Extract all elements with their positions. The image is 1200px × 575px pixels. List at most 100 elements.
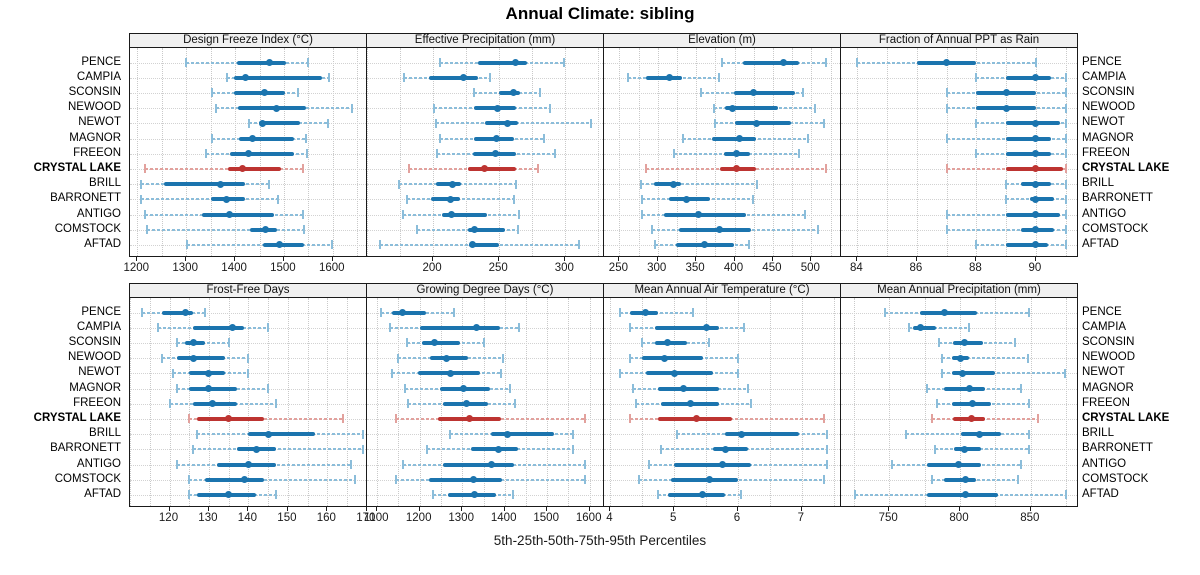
whisker-cap (188, 475, 191, 485)
site-label-left-barronett: BARRONETT (50, 442, 121, 455)
whisker-cap (806, 134, 809, 143)
site-label-right-barronett: BARRONETT (1082, 442, 1153, 455)
axis-tick-label: 86 (909, 262, 923, 274)
whisker-cap (448, 429, 451, 439)
median-dot (459, 385, 467, 392)
iqr-bar-25th-75th (1006, 242, 1048, 247)
whisker-cap (1019, 460, 1022, 469)
median-dot (1032, 74, 1040, 82)
gridline-vertical (753, 48, 755, 256)
whisker-5th-95th (193, 448, 363, 451)
panel-header-effective-precipitation-mm-: Effective Precipitation (mm) (366, 33, 604, 48)
whisker-cap (672, 149, 675, 159)
iqr-bar-25th-75th (671, 477, 738, 482)
axis-tick (498, 257, 500, 261)
gridline-vertical (738, 298, 739, 506)
gridline-horizontal (841, 123, 1077, 125)
site-label-left-crystal-lake: CRYSTAL LAKE (33, 411, 121, 424)
iqr-bar-25th-75th (667, 492, 726, 497)
whisker-cap (619, 368, 621, 378)
iqr-bar-25th-75th (645, 371, 713, 376)
whisker-cap (536, 164, 539, 174)
iqr-bar-25th-75th (189, 386, 237, 391)
whisker-cap (1064, 149, 1067, 159)
median-dot (752, 119, 760, 127)
iqr-bar-25th-75th (262, 242, 305, 247)
whisker-cap (945, 134, 948, 143)
gridline-vertical (715, 48, 717, 256)
panel-header-growing-degree-days-c-: Growing Degree Days (°C) (366, 283, 604, 298)
whisker-cap (508, 384, 511, 393)
whisker-cap (305, 134, 308, 143)
whisker-cap (856, 58, 859, 67)
gridline-vertical (332, 48, 334, 256)
iqr-bar-25th-75th (230, 151, 294, 156)
whisker-cap (275, 399, 277, 409)
iqr-bar-25th-75th (679, 227, 752, 232)
whisker-cap (822, 118, 825, 128)
median-dot (960, 339, 968, 347)
whisker-cap (699, 88, 702, 98)
iqr-bar-25th-75th (234, 90, 286, 95)
median-dot (715, 226, 723, 234)
median-dot (969, 400, 977, 408)
whisker-cap (176, 338, 179, 348)
median-dot (261, 226, 269, 234)
axis-tick-label: 300 (554, 262, 574, 274)
gridline-horizontal (604, 77, 840, 79)
whisker-cap (826, 429, 829, 439)
percentiles-caption: 5th-25th-50th-75th-95th Percentiles (493, 533, 707, 548)
whisker-cap (361, 429, 364, 439)
gridline-vertical (792, 48, 794, 256)
site-label-left-brill: BRILL (89, 177, 121, 190)
iqr-bar-25th-75th (470, 447, 518, 452)
whisker-cap (1064, 118, 1067, 128)
whisker-cap (682, 134, 685, 143)
axis-tick-label: 90 (1028, 262, 1042, 274)
iqr-bar-25th-75th (227, 166, 282, 171)
whisker-cap (708, 338, 711, 348)
gridline-vertical (186, 48, 188, 256)
iqr-bar-25th-75th (663, 212, 746, 217)
whisker-5th-95th (417, 228, 518, 231)
median-dot (721, 445, 729, 453)
whisker-cap (817, 225, 820, 235)
gridline-vertical (400, 48, 402, 256)
whisker-cap (405, 338, 408, 348)
whisker-cap (639, 179, 642, 189)
whisker-cap (940, 368, 943, 378)
whisker-cap (1036, 414, 1039, 424)
site-label-right-campia: CAMPIA (1082, 70, 1127, 83)
median-dot (737, 430, 745, 438)
whisker-cap (172, 368, 175, 378)
gridline-vertical (696, 48, 698, 256)
iqr-bar-25th-75th (1006, 136, 1051, 141)
gridline-vertical (441, 298, 442, 506)
panel-plot-mean-annual-precipitation-mm- (840, 297, 1078, 507)
whisker-cap (518, 210, 521, 219)
whisker-cap (1064, 210, 1067, 219)
axis-tick-label: 1600 (575, 512, 602, 524)
whisker-cap (433, 103, 436, 113)
gridline-vertical (598, 48, 600, 256)
whisker-cap (140, 308, 143, 317)
gridline-vertical (130, 298, 131, 506)
panel-plot-mean-annual-air-temperature-c- (603, 297, 841, 507)
whisker-cap (1065, 490, 1068, 500)
site-label-left-newot: NEWOT (78, 116, 121, 129)
median-dot (966, 385, 974, 392)
gridline-horizontal (604, 312, 840, 314)
axis-tick-label: 250 (608, 262, 628, 274)
gridline-vertical (161, 48, 163, 256)
median-dot (1002, 89, 1010, 97)
whisker-5th-95th (140, 198, 278, 201)
site-label-left-freeon: FREEON (73, 146, 121, 159)
gridline-horizontal (367, 312, 603, 314)
whisker-cap (388, 323, 391, 333)
whisker-cap (804, 210, 807, 219)
median-dot (248, 135, 256, 142)
median-dot (491, 150, 499, 158)
iqr-bar-25th-75th (733, 90, 796, 95)
median-dot (238, 165, 246, 173)
site-label-left-sconsin: SCONSIN (68, 335, 121, 348)
